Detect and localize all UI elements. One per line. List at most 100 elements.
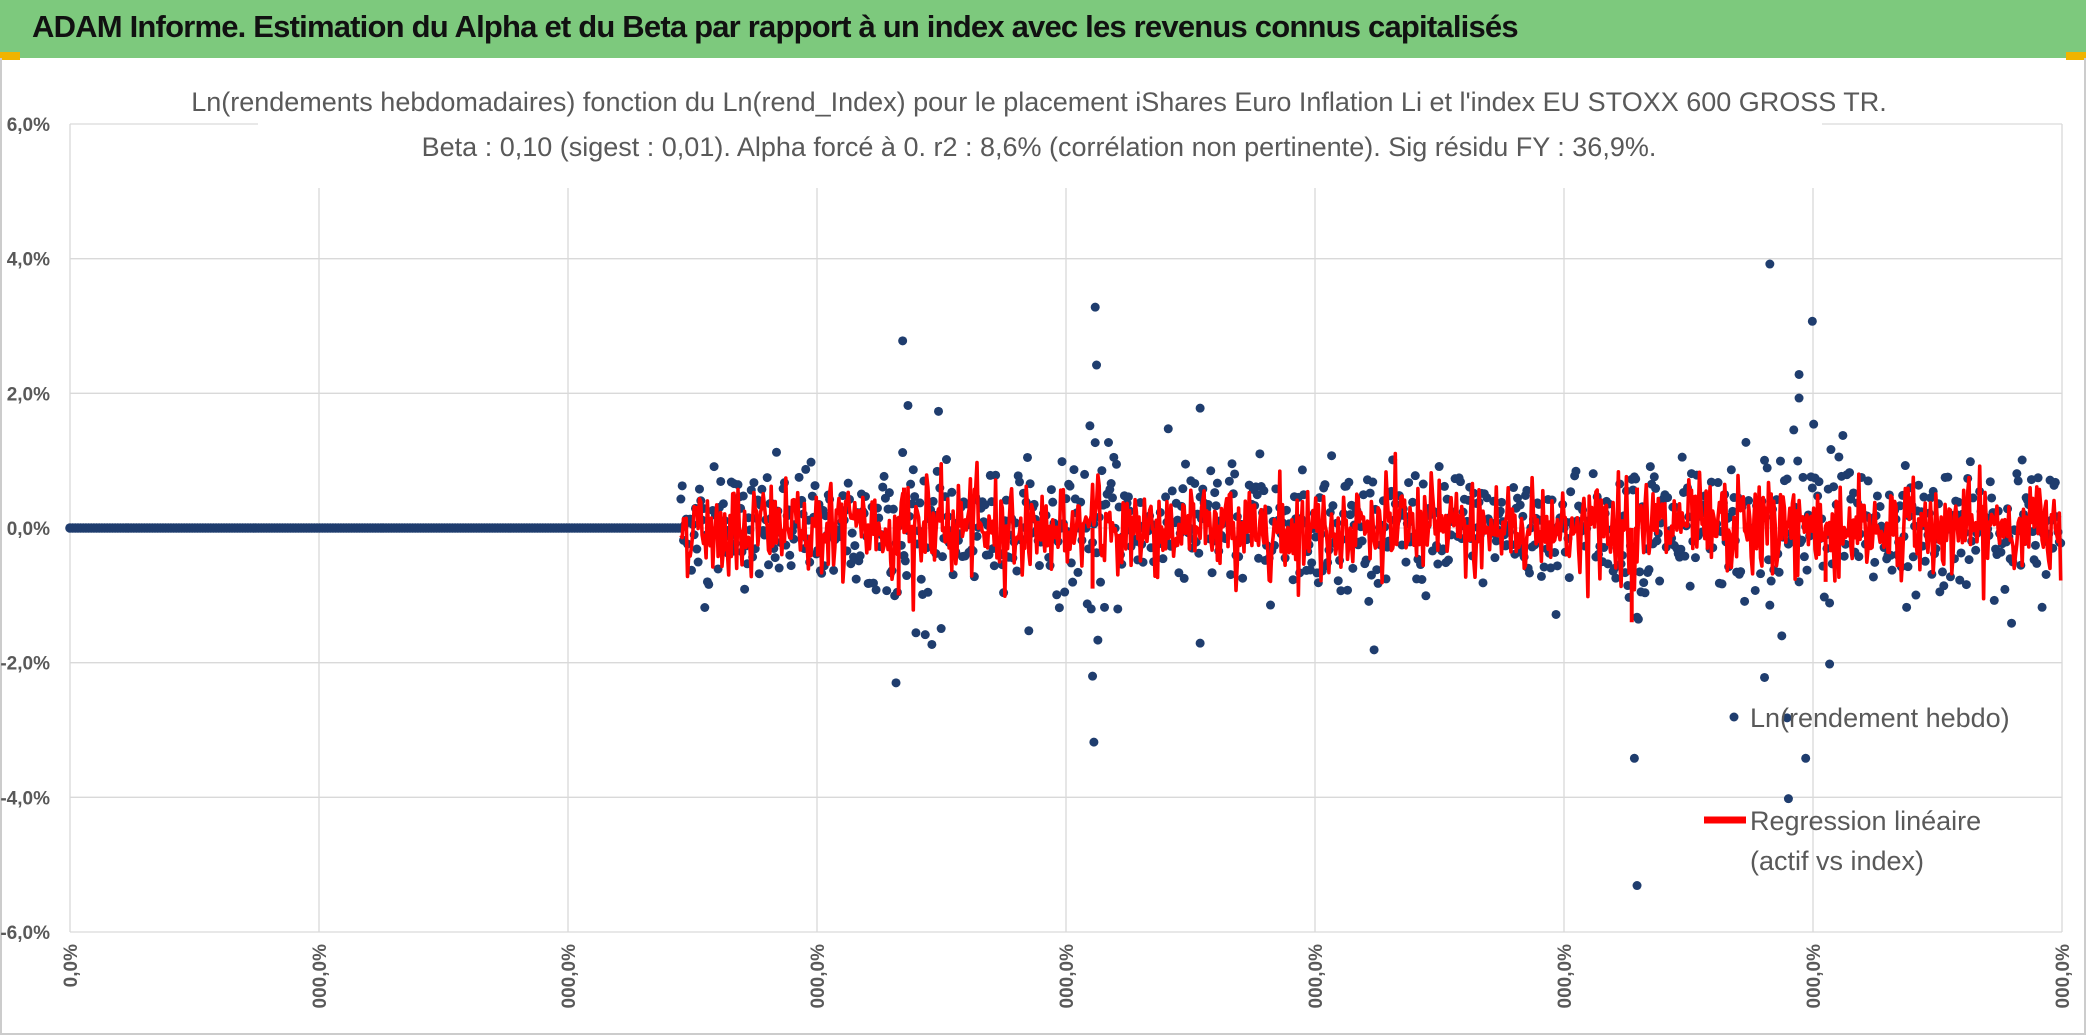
data-point (1252, 490, 1262, 500)
data-point (1875, 502, 1885, 512)
data-point (738, 491, 748, 501)
data-point (694, 484, 704, 494)
data-point (1174, 568, 1184, 578)
data-point (1090, 438, 1100, 448)
data-point (1633, 614, 1643, 624)
data-point (1103, 438, 1113, 448)
data-point (900, 556, 910, 566)
data-point (947, 487, 957, 497)
data-point (676, 494, 686, 504)
data-point (941, 455, 951, 465)
data-point-outlier (1089, 737, 1099, 747)
legend-label-series2-line2: (actif vs index) (1750, 846, 1924, 876)
data-point (1345, 510, 1355, 520)
data-point (928, 496, 938, 506)
data-point (1854, 552, 1864, 562)
data-point (1057, 457, 1067, 467)
data-point (1410, 471, 1420, 481)
data-point (888, 504, 898, 514)
x-tick-label: 000,0% (2053, 944, 2074, 1009)
data-point (1433, 559, 1443, 569)
data-point (1765, 600, 1775, 610)
x-tick-label: 000,0% (310, 944, 331, 1009)
data-point (1404, 478, 1414, 488)
data-point (908, 465, 918, 475)
data-point (1418, 479, 1428, 489)
data-point (733, 480, 743, 490)
data-point (1536, 571, 1546, 581)
data-point (2013, 476, 2023, 486)
data-point (1482, 493, 1492, 503)
data-point (882, 586, 892, 596)
data-point (1046, 485, 1056, 495)
data-point (749, 478, 759, 488)
data-point (1564, 573, 1574, 583)
data-point (1914, 480, 1924, 490)
data-point-outlier (1801, 753, 1811, 763)
data-point (1793, 456, 1803, 466)
data-point (2007, 618, 2017, 628)
data-point (1369, 645, 1379, 655)
data-point-outlier (1195, 403, 1205, 413)
data-point (923, 587, 933, 597)
data-point (1645, 462, 1655, 472)
data-point (1676, 544, 1686, 554)
chart-title-line2: Beta : 0,10 (sigest : 0,01). Alpha forcé… (422, 132, 1657, 162)
data-point (1497, 497, 1507, 507)
data-point (1902, 602, 1912, 612)
y-axis-ticks: 6,0% 4,0% 2,0% 0,0% -2,0% -4,0% -6,0% (0, 115, 50, 944)
data-point (1065, 481, 1075, 491)
data-point (1631, 474, 1641, 484)
data-point (692, 544, 702, 554)
data-point (1996, 547, 2006, 557)
data-point (1408, 497, 1418, 507)
data-point (1365, 488, 1375, 498)
data-point (1015, 477, 1025, 487)
data-point (1539, 562, 1549, 572)
data-point (1238, 573, 1248, 583)
data-point (1109, 452, 1119, 462)
data-point (718, 499, 728, 509)
data-point (1401, 557, 1411, 567)
data-point (902, 571, 912, 581)
data-point (1161, 492, 1171, 502)
data-point (850, 541, 860, 551)
data-point (1766, 576, 1776, 586)
data-point (810, 481, 820, 491)
data-point (1107, 493, 1117, 503)
data-point (1439, 481, 1449, 491)
data-point-outlier (1088, 671, 1098, 681)
data-point (1320, 480, 1330, 490)
data-point (1989, 595, 1999, 605)
data-point (1167, 486, 1177, 496)
x-tick-label: 000,0% (1555, 944, 1576, 1009)
data-point (716, 476, 726, 486)
data-point (1443, 555, 1453, 565)
data-point (1224, 476, 1234, 486)
data-point (1571, 466, 1581, 476)
data-point (1651, 483, 1661, 493)
data-point (1985, 477, 1995, 487)
data-point (2041, 569, 2051, 579)
data-point (1825, 598, 1835, 608)
data-point (1736, 567, 1746, 577)
data-point (2050, 477, 2060, 487)
data-point (1937, 567, 1947, 577)
data-point (1939, 581, 1949, 591)
data-point-outlier (1632, 881, 1642, 891)
data-point (801, 464, 811, 474)
data-point (1080, 469, 1090, 479)
data-point (1069, 465, 1079, 475)
data-point-outlier (1783, 794, 1793, 804)
data-point (1210, 488, 1220, 498)
data-point (2000, 584, 2010, 594)
x-axis-ticks: 0,0% 000,0% 000,0% 000,0% 000,0% 000,0% 000,0%… (61, 944, 2074, 1009)
data-point (1328, 501, 1338, 511)
data-point (1640, 588, 1650, 598)
y-tick-label: 4,0% (7, 250, 50, 271)
data-point (1744, 496, 1754, 506)
data-point (1207, 568, 1217, 578)
scatter-chart: Ln(rendements hebdomadaires) fonction du… (0, 82, 2074, 1009)
legend: Ln(rendement hebdo) Regression linéaire … (1704, 703, 2010, 876)
data-point (1677, 452, 1687, 462)
